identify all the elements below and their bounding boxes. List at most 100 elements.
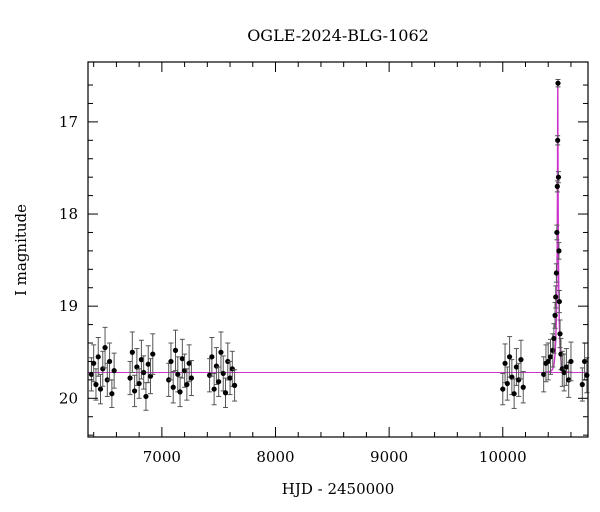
point-marker	[222, 390, 229, 396]
data-point	[554, 224, 560, 241]
point-marker	[227, 375, 233, 381]
x-axis-label: HJD - 2450000	[282, 480, 395, 498]
data-point	[553, 285, 559, 309]
point-marker	[541, 371, 547, 377]
data-point	[553, 263, 560, 283]
point-marker	[554, 229, 560, 236]
point-marker	[147, 373, 154, 379]
y-axis-label: I magnitude	[12, 204, 30, 296]
point-marker	[175, 371, 181, 377]
point-marker	[136, 380, 142, 387]
data-point	[555, 171, 562, 184]
x-tick-label: 10000	[479, 448, 527, 466]
y-tick-label: 19	[59, 297, 78, 315]
data-layer	[88, 79, 590, 411]
data-point	[170, 371, 176, 404]
data-point	[556, 242, 562, 260]
point-marker	[556, 248, 562, 254]
point-marker	[553, 294, 559, 300]
ticks-layer: 7000 8000 9000 10000 17 18 19 20	[59, 62, 588, 466]
data-point	[556, 290, 562, 314]
point-marker	[231, 382, 238, 389]
point-marker	[143, 393, 149, 400]
data-point	[95, 336, 101, 377]
point-marker	[556, 298, 562, 305]
point-marker	[93, 381, 99, 388]
chart-title: OGLE-2024-BLG-1062	[247, 26, 429, 45]
y-tick-label: 17	[59, 113, 78, 131]
point-marker	[181, 368, 188, 374]
point-marker	[188, 375, 195, 381]
point-marker	[138, 357, 145, 363]
data-point	[561, 353, 567, 392]
data-point	[168, 342, 174, 381]
point-marker	[102, 345, 108, 351]
point-marker	[504, 380, 510, 387]
point-marker	[547, 354, 554, 360]
point-marker	[95, 354, 101, 360]
point-marker	[216, 379, 222, 385]
point-marker	[106, 358, 113, 365]
point-marker	[211, 386, 217, 392]
data-point	[91, 344, 97, 383]
point-marker	[553, 270, 560, 276]
data-point	[136, 368, 142, 399]
point-marker	[150, 351, 156, 357]
point-marker	[550, 347, 556, 353]
data-point	[177, 376, 183, 408]
model-curve	[543, 82, 573, 374]
point-marker	[584, 372, 590, 378]
point-marker	[568, 358, 574, 365]
data-point	[520, 371, 526, 404]
data-point	[557, 319, 563, 349]
point-marker	[500, 386, 506, 392]
plot-frame	[87, 61, 589, 438]
point-marker	[555, 174, 562, 180]
x-tick-label: 7000	[143, 448, 181, 466]
point-marker	[109, 391, 115, 397]
data-point	[568, 341, 574, 382]
data-point	[545, 342, 551, 381]
data-point	[129, 331, 135, 374]
y-tick-label: 20	[59, 389, 78, 407]
data-point	[218, 331, 224, 374]
point-marker	[97, 386, 104, 392]
data-point	[552, 301, 558, 329]
point-marker	[88, 371, 95, 377]
point-marker	[502, 360, 508, 366]
point-marker	[579, 381, 585, 388]
point-marker	[554, 183, 560, 189]
point-marker	[179, 356, 185, 362]
data-point	[127, 360, 133, 396]
data-point	[131, 374, 138, 408]
point-marker	[555, 80, 561, 86]
data-point	[222, 377, 229, 409]
point-marker	[209, 354, 215, 360]
point-marker	[177, 389, 183, 395]
data-point	[109, 379, 115, 409]
point-marker	[563, 364, 570, 370]
point-marker	[170, 384, 176, 390]
data-point	[504, 366, 510, 401]
point-marker	[552, 312, 558, 318]
point-marker	[513, 364, 520, 370]
data-point	[555, 135, 561, 146]
point-marker	[555, 137, 561, 143]
data-point	[111, 352, 117, 389]
data-point	[500, 372, 506, 406]
point-marker	[91, 360, 97, 366]
point-marker	[220, 370, 226, 377]
point-marker	[168, 358, 174, 365]
point-marker	[145, 361, 151, 367]
point-marker	[551, 335, 557, 342]
data-point	[141, 355, 147, 390]
x-tick-label: 8000	[256, 448, 294, 466]
point-marker	[520, 384, 526, 390]
data-point	[172, 329, 179, 372]
data-point	[93, 368, 99, 401]
data-point	[134, 348, 140, 386]
data-point	[181, 353, 188, 388]
point-marker	[111, 368, 117, 374]
point-marker	[127, 375, 133, 381]
data-point	[554, 180, 560, 193]
